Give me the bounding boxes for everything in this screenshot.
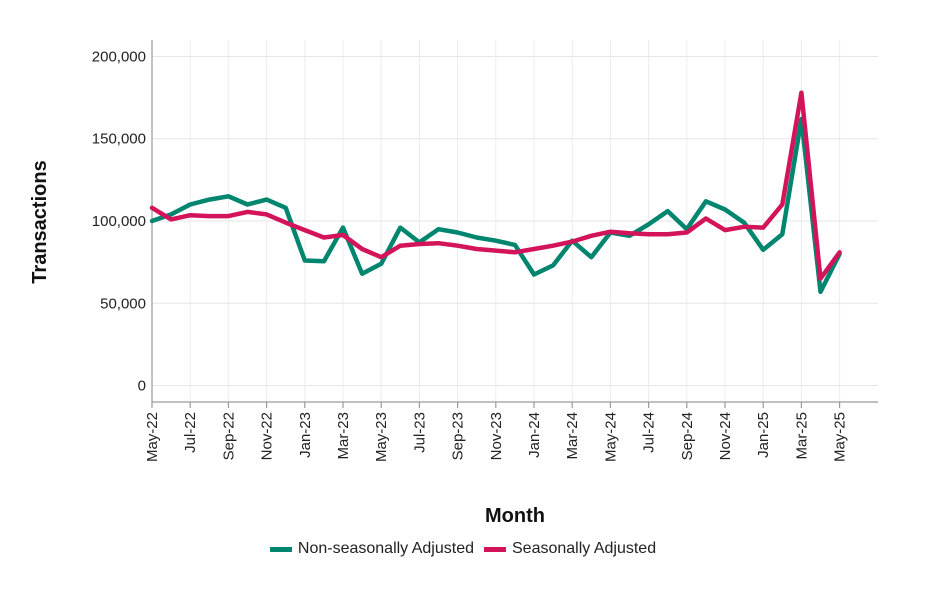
y-axis-title: Transactions [29, 160, 51, 283]
x-tick-label: Mar-24 [564, 412, 581, 460]
x-axis-title: Month [485, 505, 545, 527]
legend-label: Seasonally Adjusted [512, 540, 657, 557]
x-tick-label: May-24 [602, 412, 619, 462]
x-tick-label: Jan-23 [297, 412, 314, 458]
legend-swatch [269, 546, 292, 552]
legend-item-seasonally-adjusted: Seasonally Adjusted [484, 540, 656, 558]
x-tick-label: Sep-22 [220, 412, 237, 460]
x-tick-label: Nov-24 [717, 412, 734, 460]
series-line-non-seasonally-adjusted [149, 116, 842, 295]
x-tick-labels: May-22 Jul-22 Sep-22 Nov-22 Jan-23 Mar-23 May-… [144, 412, 849, 462]
y-tick-label: 50,000 [100, 295, 146, 312]
legend-item-non-seasonally-adjusted: Non-seasonally Adjusted [269, 540, 474, 558]
x-tick-label: Jan-25 [755, 412, 772, 458]
x-tick-label: Mar-23 [335, 412, 352, 460]
legend: Non-seasonally Adjusted Seasonally Adjus… [0, 540, 926, 558]
x-tick-label: May-23 [373, 412, 390, 462]
x-tick-label: Sep-23 [450, 412, 467, 460]
axes [151, 40, 878, 408]
x-tick-label: May-25 [832, 412, 849, 462]
x-tick-label: Mar-25 [793, 412, 810, 460]
x-tick-label: Nov-22 [259, 412, 276, 460]
x-tick-label: Sep-24 [679, 412, 696, 460]
x-tick-label: Jul-23 [411, 412, 428, 453]
y-tick-label: 200,000 [92, 48, 146, 65]
y-tick-label: 100,000 [92, 213, 146, 230]
series-lines [149, 90, 842, 295]
y-tick-label: 0 [138, 378, 146, 395]
series-line-seasonally-adjusted [149, 90, 842, 281]
x-tick-label: Jan-24 [526, 412, 543, 458]
legend-swatch [484, 546, 506, 552]
x-tick-label: Jul-22 [182, 412, 199, 453]
x-tick-label: Nov-23 [488, 412, 505, 460]
legend-label: Non-seasonally Adjusted [297, 540, 474, 557]
x-tick-label: Jul-24 [641, 412, 658, 453]
y-tick-labels: 0 50,000 100,000 150,000 200,000 [92, 48, 146, 394]
y-tick-label: 150,000 [92, 131, 146, 148]
x-tick-label: May-22 [144, 412, 161, 462]
